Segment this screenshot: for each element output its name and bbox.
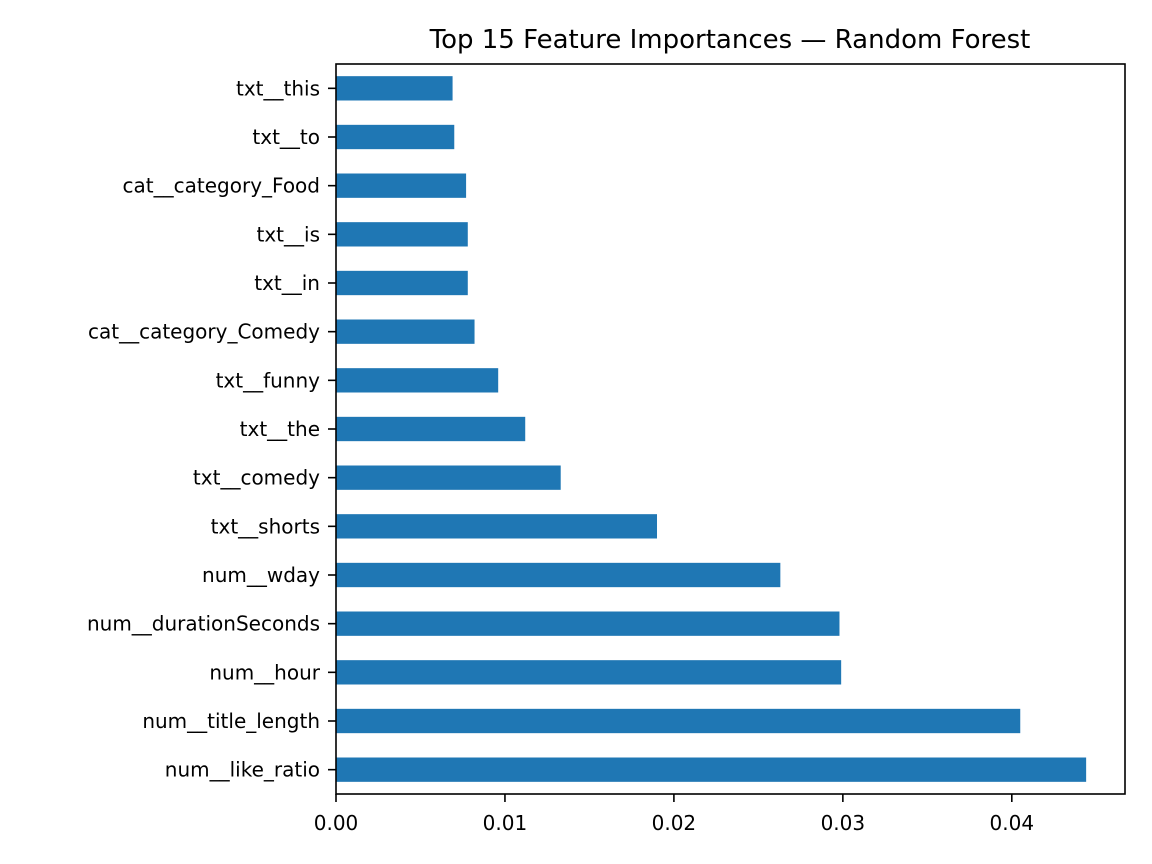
bar-txt__funny — [336, 368, 499, 393]
bar-txt__shorts — [336, 514, 658, 539]
bar-cat__category_Food — [336, 173, 467, 198]
y-tick-label: txt__the — [240, 417, 320, 441]
bar-txt__in — [336, 270, 468, 296]
bar-num__title_length — [336, 708, 1021, 734]
y-tick-label: txt__shorts — [211, 514, 320, 538]
bar-num__like_ratio — [336, 757, 1087, 782]
x-tick-label: 0.02 — [652, 811, 697, 835]
y-tick-label: txt__in — [254, 271, 320, 295]
y-tick-label: txt__to — [252, 125, 320, 149]
y-tick-label: num__title_length — [142, 709, 320, 733]
y-tick-label: num__like_ratio — [165, 758, 320, 782]
bars-group — [336, 76, 1087, 782]
bar-txt__to — [336, 124, 455, 150]
bar-txt__this — [336, 76, 453, 101]
x-axis-ticks: 0.00 0.01 0.02 0.03 0.04 — [314, 794, 1034, 835]
chart-title: Top 15 Feature Importances — Random Fore… — [429, 25, 1031, 55]
x-tick-label: 0.04 — [990, 811, 1035, 835]
y-tick-label: num__wday — [202, 563, 320, 587]
y-tick-label: num__durationSeconds — [87, 612, 320, 636]
y-tick-label: txt__is — [257, 222, 321, 246]
bar-cat__category_Comedy — [336, 319, 475, 344]
x-tick-label: 0.03 — [821, 811, 866, 835]
y-tick-label: txt__this — [236, 76, 320, 100]
bar-txt__is — [336, 222, 468, 247]
bar-num__durationSeconds — [336, 611, 840, 636]
x-tick-label: 0.00 — [314, 811, 359, 835]
y-tick-label: cat__category_Food — [123, 174, 320, 198]
y-tick-label: num__hour — [209, 660, 320, 684]
plot-area-frame — [335, 63, 1126, 795]
x-tick-label: 0.01 — [483, 811, 528, 835]
bar-txt__comedy — [336, 465, 561, 490]
y-tick-label: cat__category_Comedy — [88, 320, 320, 344]
y-tick-label: txt__funny — [216, 368, 321, 392]
y-axis-ticks: num__like_ratio num__title_length num__hou… — [87, 76, 336, 782]
bar-num__hour — [336, 660, 842, 685]
bar-num__wday — [336, 562, 781, 588]
y-tick-label: txt__comedy — [193, 466, 320, 490]
bar-txt__the — [336, 416, 526, 442]
